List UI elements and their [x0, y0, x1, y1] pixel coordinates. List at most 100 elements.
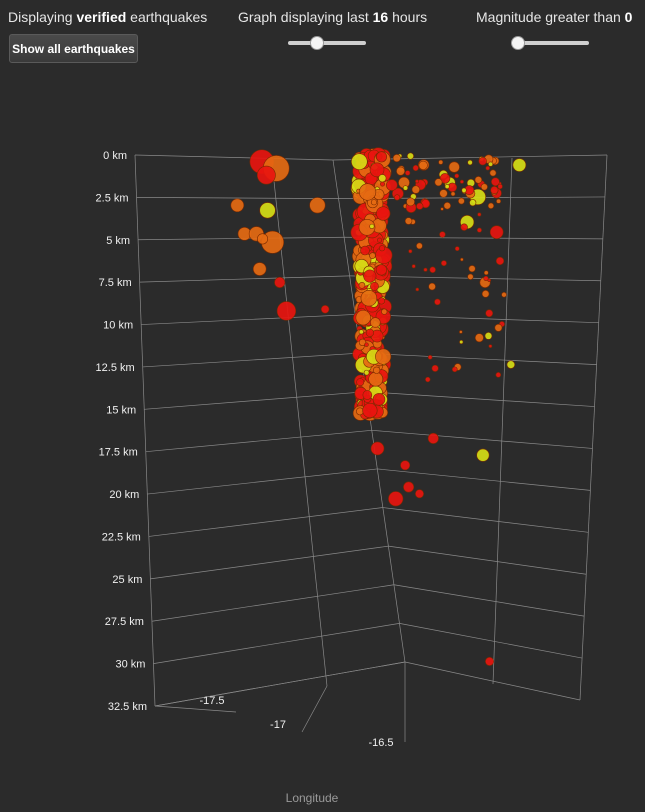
depth-gridline: [393, 584, 585, 617]
earthquake-point: [491, 177, 500, 187]
earthquake-point: [402, 185, 409, 191]
depth-tick-label: 30 km: [115, 659, 145, 671]
earthquake-point: [363, 369, 370, 376]
earthquake-point: [483, 270, 489, 276]
earthquake-point: [488, 344, 493, 348]
earthquake-point: [469, 199, 477, 207]
hours-slider[interactable]: [288, 36, 366, 50]
earthquake-point: [495, 372, 502, 378]
earthquake-point: [309, 197, 326, 214]
earthquake-point: [362, 390, 373, 400]
earthquake-point: [512, 158, 527, 172]
earthquake-point: [497, 183, 503, 190]
earthquake-point: [406, 197, 415, 207]
earthquake-point: [369, 252, 376, 259]
earthquake-point: [459, 179, 464, 184]
earthquake-point: [425, 376, 431, 383]
depth-gridline: [382, 507, 589, 533]
earthquake-point: [418, 160, 428, 170]
earthquake-point: [460, 223, 468, 231]
earthquake-point: [451, 366, 458, 373]
earthquake-point: [488, 161, 494, 167]
earthquake-point: [415, 489, 424, 499]
earthquake-point: [375, 348, 392, 365]
depth-tick-label: 2.5 km: [96, 192, 129, 204]
earthquake-point: [485, 656, 494, 666]
earthquake-point: [386, 179, 398, 191]
vertical-gridline: [579, 154, 608, 701]
earthquake-point: [439, 173, 451, 184]
earthquake-point: [370, 281, 379, 291]
depth-gridline: [150, 545, 389, 580]
earthquake-point: [483, 275, 489, 281]
earthquake-point: [484, 332, 493, 340]
magnitude-slider-track[interactable]: [511, 41, 589, 45]
earthquake-point: [485, 165, 490, 171]
earthquake-point: [356, 378, 365, 387]
depth-gridline: [145, 429, 372, 453]
earthquake-point: [378, 174, 387, 183]
earthquake-point: [439, 189, 448, 198]
earthquake-point: [256, 165, 276, 185]
earthquake-point: [320, 305, 330, 314]
earthquake-point: [501, 291, 507, 298]
earthquake-point: [490, 186, 499, 195]
earthquake-point: [377, 237, 383, 243]
show-all-earthquakes-button[interactable]: Show all earthquakes: [9, 34, 138, 63]
earthquake-point: [370, 199, 378, 206]
magnitude-slider-thumb[interactable]: [511, 36, 525, 50]
depth-gridline: [366, 391, 595, 407]
earthquake-point: [355, 309, 371, 326]
earthquake-point: [403, 481, 415, 493]
depth-gridline: [404, 661, 581, 701]
earthquake-point: [408, 249, 413, 254]
earthquake-points: [230, 147, 527, 666]
vertical-gridline: [134, 154, 156, 707]
hours-slider-track[interactable]: [288, 41, 366, 45]
longitude-tick-label: -16.5: [368, 737, 393, 749]
earthquake-point: [396, 166, 406, 176]
earthquake-point: [380, 181, 385, 187]
depth-tick-label: 22.5 km: [102, 531, 141, 543]
earthquake-point: [440, 207, 444, 211]
earthquake-point: [431, 364, 439, 372]
earthquake-point: [360, 245, 370, 256]
earthquake-point: [276, 301, 297, 321]
earthquake-point: [474, 333, 484, 343]
earthquake-point: [376, 151, 388, 163]
magnitude-slider[interactable]: [511, 36, 589, 50]
earthquake-point: [369, 162, 385, 178]
earthquake-point: [478, 157, 487, 166]
depth-tick-label: 10 km: [103, 320, 133, 332]
earthquake-point: [448, 161, 460, 173]
depth-gridline: [399, 623, 583, 659]
earthquake-point: [358, 282, 366, 289]
earthquake-point: [489, 225, 504, 239]
earthquake-point: [485, 309, 494, 318]
depth-gridline: [151, 584, 394, 622]
depth-gridline: [134, 154, 334, 161]
earthquake-point: [415, 287, 420, 292]
depth-gridline: [371, 429, 593, 449]
chart-grid: [134, 154, 608, 742]
earthquake-point: [429, 266, 436, 273]
hours-value: 16: [372, 9, 389, 25]
depth-tick-label: 15 km: [106, 404, 136, 416]
earthquake-point: [388, 491, 404, 507]
depth-tick-label: 7.5 km: [99, 277, 132, 289]
earthquake-point: [392, 154, 401, 163]
earthquake-point: [372, 366, 381, 374]
depth-tick-label: 5 km: [106, 235, 130, 247]
depth-tick-label: 0 km: [103, 150, 127, 162]
depth-tick-label: 20 km: [109, 489, 139, 501]
earthquake-point: [368, 371, 384, 387]
hours-slider-thumb[interactable]: [310, 36, 325, 50]
earthquake-point: [489, 169, 497, 177]
depth-tick-label: 25 km: [112, 574, 142, 586]
earthquake-point: [439, 231, 446, 238]
depth-gridline: [139, 275, 350, 283]
longitude-tick-label: -17: [270, 719, 286, 731]
earthquake-point: [450, 191, 456, 197]
depth-gridline: [148, 507, 383, 537]
